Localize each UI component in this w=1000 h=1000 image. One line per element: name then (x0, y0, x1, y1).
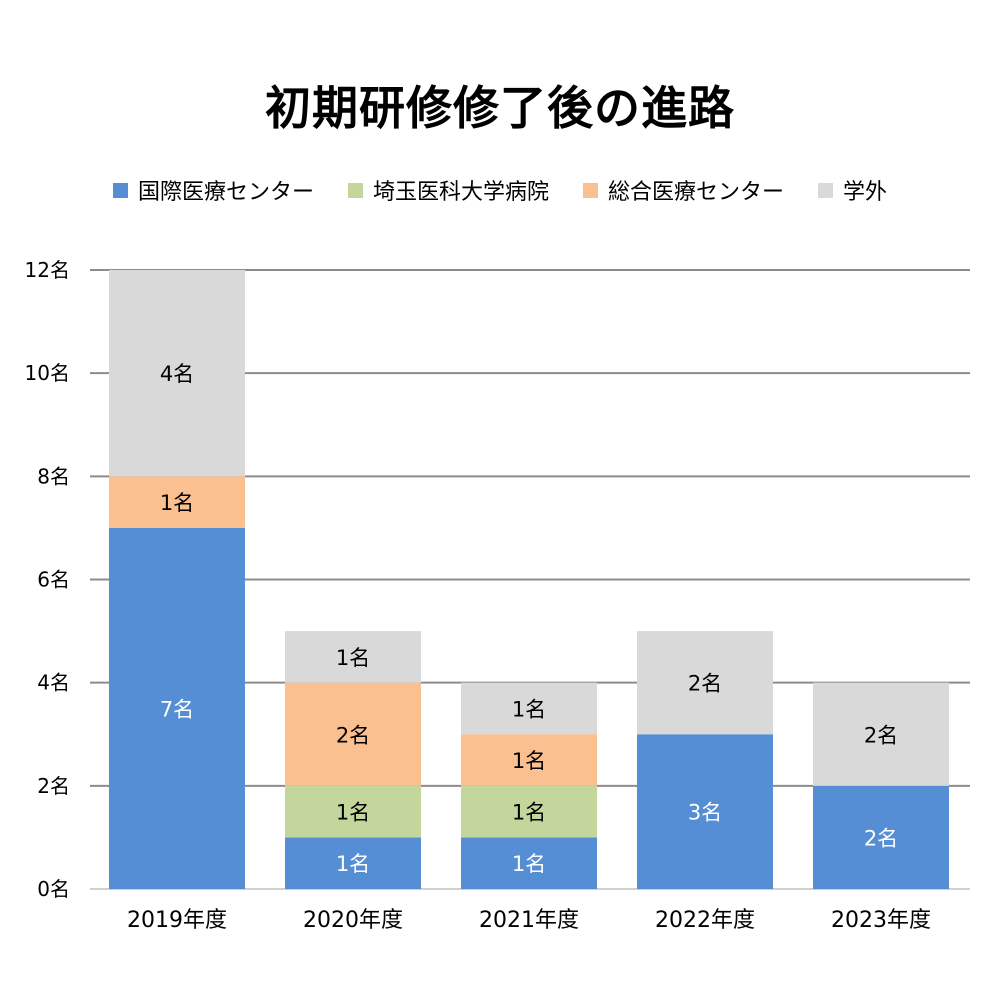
legend: 国際医療センター 埼玉医科大学病院 総合医療センター 学外 (0, 174, 1000, 206)
y-tick-label: 4名 (37, 671, 70, 695)
legend-item: 総合医療センター (583, 174, 784, 206)
legend-item: 学外 (818, 174, 887, 206)
data-label: 2名 (336, 723, 370, 747)
x-tick-label: 2020年度 (303, 908, 403, 933)
legend-label: 総合医療センター (608, 180, 785, 205)
data-label: 2名 (864, 723, 898, 747)
x-tick-label: 2021年度 (479, 908, 579, 933)
data-label: 4名 (160, 362, 194, 386)
bar-segment (637, 631, 773, 735)
y-tick-label: 12名 (25, 258, 70, 282)
data-label: 2名 (688, 672, 722, 696)
legend-swatch (112, 182, 128, 198)
bar-segment (461, 734, 597, 786)
bar-segment (637, 734, 773, 889)
y-tick-label: 0名 (37, 877, 70, 901)
legend-label: 国際医療センター (137, 180, 314, 205)
data-label: 1名 (336, 646, 370, 670)
bar-segment (461, 682, 597, 735)
data-label: 3名 (688, 801, 722, 825)
x-tick-label: 2019年度 (127, 908, 227, 933)
data-label: 2名 (864, 826, 898, 850)
bar-segment (285, 837, 421, 889)
data-label: 1名 (512, 852, 546, 876)
x-tick-label: 2023年度 (831, 908, 931, 933)
bar-segment (109, 476, 245, 528)
legend-label: 埼玉医科大学病院 (372, 180, 549, 205)
bar-segment (109, 270, 245, 477)
bar-segment (461, 837, 597, 889)
data-label: 7名 (160, 697, 194, 721)
y-tick-label: 10名 (25, 361, 70, 385)
data-label: 1名 (512, 697, 546, 721)
y-tick-label: 6名 (37, 568, 70, 592)
legend-swatch (818, 182, 834, 198)
bar-segment (285, 785, 421, 838)
legend-item: 国際医療センター (112, 174, 314, 206)
data-label: 1名 (336, 801, 370, 825)
bar-segment (813, 682, 949, 786)
data-label: 1名 (512, 749, 546, 773)
y-tick-label: 2名 (37, 774, 70, 798)
bar-segment (813, 785, 949, 889)
bar-segment (461, 785, 597, 838)
chart-title: 初期研修修了後の進路 (265, 81, 735, 135)
data-label: 1名 (512, 801, 546, 825)
legend-item: 埼玉医科大学病院 (347, 174, 549, 206)
data-label: 1名 (336, 852, 370, 876)
x-tick-label: 2022年度 (655, 908, 755, 933)
legend-swatch (583, 182, 598, 198)
legend-swatch (347, 182, 363, 198)
legend-label: 学外 (843, 180, 888, 205)
bar-segment (109, 527, 245, 889)
bar-segment (285, 631, 421, 683)
bar-segment (285, 682, 421, 786)
y-tick-label: 8名 (37, 464, 70, 488)
data-label: 1名 (160, 491, 194, 515)
